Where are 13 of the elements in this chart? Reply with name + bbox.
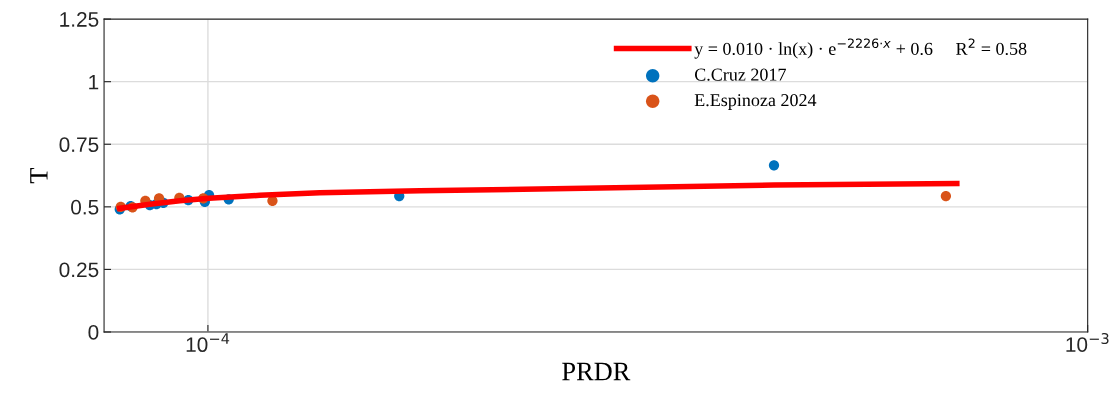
x-tick-label: 10$^{−4}$ [186, 333, 230, 353]
y-tick-label: 0.25 [59, 262, 99, 278]
y-tick-label: 1 [89, 74, 99, 90]
legend-label: E.Espinoza 2024 [694, 94, 817, 110]
x-tick-label: 10$^{−3}$ [1066, 333, 1109, 352]
y-axis-title: T [30, 167, 48, 184]
y-tick-label: 0.75 [59, 137, 99, 153]
y-tick-label: 0.5 [71, 199, 99, 215]
y-tick-label: 1.25 [60, 12, 99, 27]
y-tick-label: 0 [88, 325, 99, 340]
legend-label: C.Cruz 2017 [694, 68, 786, 81]
legend-label: y = 0.010 · ln(x) · e$^{−2226·x}$ + 0.6 R$^{2}$ = 0.58 [694, 38, 1027, 59]
x-axis-title: PRDR [562, 362, 631, 381]
